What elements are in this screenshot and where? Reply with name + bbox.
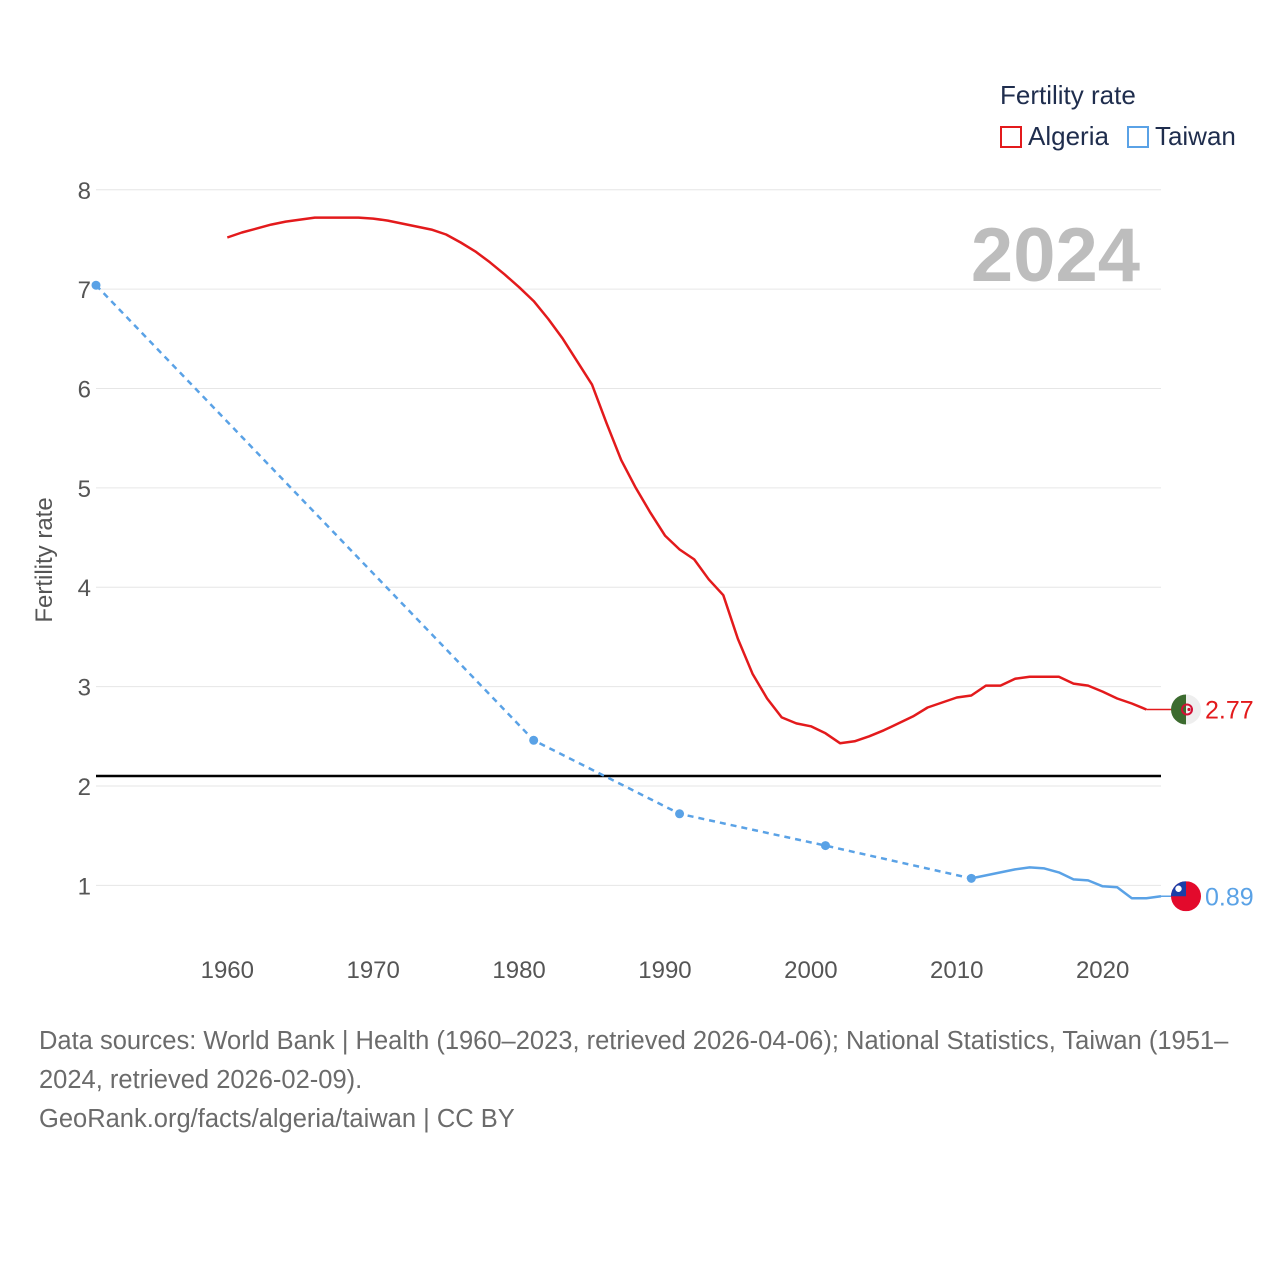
x-tick-label: 2010 — [930, 957, 983, 984]
source-line-1: Data sources: World Bank | Health (1960–… — [39, 1027, 1229, 1094]
legend-label-algeria: Algeria — [1028, 121, 1109, 151]
x-tick-label: 1990 — [638, 957, 691, 984]
algeria-end-value: 2.77 — [1205, 696, 1254, 724]
y-tick-label: 3 — [78, 675, 91, 702]
series-line-taiwan — [971, 866, 1162, 900]
y-tick-label: 7 — [78, 277, 91, 304]
flag-green-half — [1171, 694, 1186, 725]
y-tick-label: 1 — [78, 873, 91, 900]
legend-title: Fertility rate — [1000, 80, 1136, 110]
taiwan-flag-icon — [1171, 881, 1201, 912]
flag-white-sun — [1175, 885, 1182, 892]
series-group — [91, 216, 1162, 900]
current-year-label: 2024 — [971, 213, 1140, 298]
taiwan-data-point — [820, 841, 830, 851]
end-labels: 2.77 0.89 — [1146, 694, 1254, 912]
legend-item-algeria[interactable]: Algeria — [1000, 121, 1109, 152]
legend: Algeria Taiwan — [1000, 121, 1254, 152]
y-tick-label: 2 — [78, 774, 91, 801]
legend-swatch-taiwan — [1126, 125, 1149, 148]
algeria-flag-icon — [1171, 694, 1201, 725]
y-axis-ticks: 1 2 3 4 5 6 7 8 — [78, 178, 91, 901]
source-note: Data sources: World Bank | Health (1960–… — [39, 1022, 1249, 1139]
flag-crescent — [1181, 703, 1193, 716]
taiwan-data-point — [966, 873, 976, 883]
source-line-2: GeoRank.org/facts/algeria/taiwan | CC BY — [39, 1105, 515, 1133]
flag-white-half — [1186, 694, 1201, 725]
y-tick-label: 8 — [78, 178, 91, 205]
legend-label-taiwan: Taiwan — [1154, 121, 1236, 151]
taiwan-data-point — [91, 280, 101, 290]
x-tick-label: 2020 — [1076, 957, 1129, 984]
flag-star — [1187, 707, 1191, 712]
taiwan-data-point — [675, 809, 685, 819]
y-gridlines — [96, 189, 1161, 886]
legend-swatch-algeria — [1000, 125, 1022, 148]
taiwan-end-value: 0.89 — [1205, 883, 1254, 911]
y-axis-label: Fertility rate — [31, 497, 58, 622]
taiwan-data-point — [529, 735, 539, 745]
y-tick-label: 5 — [78, 476, 91, 503]
legend-item-taiwan[interactable]: Taiwan — [1126, 121, 1236, 152]
series-line-algeria — [226, 216, 1147, 745]
x-tick-label: 1960 — [201, 957, 254, 984]
y-tick-label: 6 — [78, 377, 91, 404]
x-axis-ticks: 1960 1970 1980 1990 2000 2010 2020 — [201, 957, 1130, 984]
y-tick-label: 4 — [78, 575, 91, 602]
x-tick-label: 1970 — [346, 957, 399, 984]
x-tick-label: 2000 — [784, 957, 837, 984]
x-tick-label: 1980 — [492, 957, 545, 984]
series-line-taiwan-dashed — [95, 284, 972, 880]
